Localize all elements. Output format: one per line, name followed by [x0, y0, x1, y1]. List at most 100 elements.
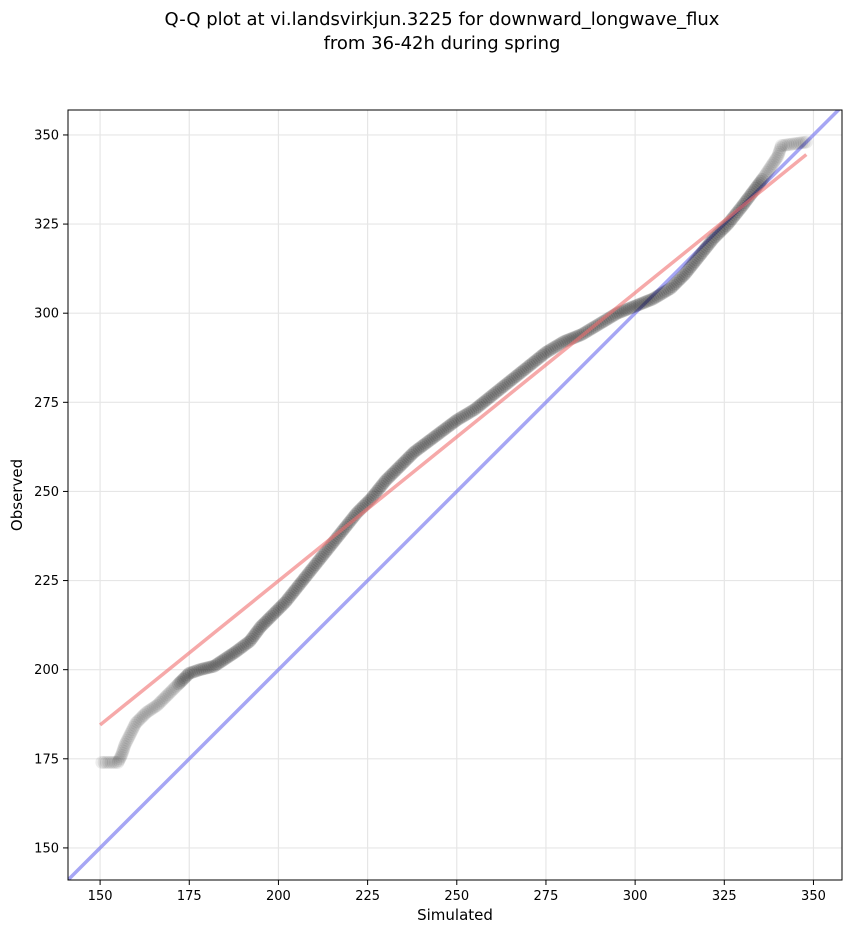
qq-point [770, 151, 784, 165]
qq-point [246, 631, 260, 645]
qq-point [437, 422, 451, 436]
fit-line [99, 153, 808, 727]
qq-point [510, 368, 524, 382]
qq-point [528, 354, 542, 368]
qq-point [232, 642, 246, 656]
qq-point [452, 412, 466, 426]
qq-point [130, 715, 144, 729]
qq-point [493, 382, 507, 396]
qq-point [705, 233, 719, 247]
qq-point [418, 437, 432, 451]
qq-point [496, 380, 510, 394]
qq-point [316, 549, 330, 563]
qq-point [109, 755, 123, 769]
qq-point [153, 695, 167, 709]
qq-point [535, 348, 549, 362]
qq-point [211, 657, 225, 671]
qq-point [774, 141, 788, 155]
x-tick-label: 225 [355, 889, 380, 904]
qq-point [448, 414, 462, 428]
qq-point [503, 374, 517, 388]
qq-point [99, 755, 113, 769]
qq-point [494, 381, 508, 395]
qq-point [115, 748, 129, 762]
qq-point [432, 427, 446, 441]
qq-point [258, 615, 272, 629]
qq-point [646, 292, 660, 306]
qq-point [553, 337, 567, 351]
qq-point [551, 338, 565, 352]
qq-point [446, 416, 460, 430]
qq-point [793, 136, 807, 150]
qq-point [411, 443, 425, 457]
qq-point [257, 617, 271, 631]
qq-point [662, 282, 676, 296]
qq-point [669, 276, 683, 290]
qq-point [534, 350, 548, 364]
qq-point [225, 647, 239, 661]
qq-point [755, 173, 769, 187]
qq-point [622, 301, 636, 315]
qq-point [251, 623, 265, 637]
qq-point [557, 335, 571, 349]
qq-point [772, 145, 786, 159]
qq-point [414, 440, 428, 454]
qq-point [383, 469, 397, 483]
qq-point [660, 284, 674, 298]
qq-point [760, 165, 774, 179]
y-tick-label: 200 [34, 663, 59, 678]
qq-point [482, 391, 496, 405]
qq-point [434, 425, 448, 439]
qq-point [370, 484, 384, 498]
chart-title-line-1: Q-Q plot at vi.landsvirkjun.3225 for dow… [165, 9, 720, 30]
qq-point [757, 171, 771, 185]
qq-point [156, 692, 170, 706]
qq-point [477, 395, 491, 409]
qq-point [795, 136, 809, 150]
qq-point [549, 339, 563, 353]
qq-point [767, 155, 781, 169]
qq-point [385, 467, 399, 481]
qq-point [664, 281, 678, 295]
qq-point [127, 720, 141, 734]
qq-point [799, 135, 813, 149]
qq-point [148, 700, 162, 714]
qq-point [132, 713, 146, 727]
qq-point [306, 561, 320, 575]
qq-point [458, 408, 472, 422]
qq-point [230, 644, 244, 658]
qq-point [781, 138, 795, 152]
qq-point [636, 296, 650, 310]
qq-point [728, 208, 742, 222]
qq-point [390, 463, 404, 477]
y-tick-label: 275 [34, 396, 59, 411]
qq-point [500, 377, 514, 391]
qq-point [104, 755, 118, 769]
qq-point [507, 371, 521, 385]
qq-point [708, 230, 722, 244]
qq-point [201, 661, 215, 675]
qq-point [167, 682, 181, 696]
qq-point [275, 598, 289, 612]
x-tick-label: 200 [266, 889, 291, 904]
qq-point [466, 404, 480, 418]
qq-point [158, 691, 172, 705]
qq-point [377, 476, 391, 490]
qq-point [173, 675, 187, 689]
qq-point [120, 733, 134, 747]
qq-point [667, 278, 681, 292]
qq-point [526, 355, 540, 369]
qq-point [290, 581, 304, 595]
qq-point [650, 290, 664, 304]
qq-point [129, 716, 143, 730]
qq-point [761, 164, 775, 178]
qq-point [652, 288, 666, 302]
qq-point [116, 744, 130, 758]
qq-point [444, 417, 458, 431]
qq-point [670, 275, 684, 289]
qq-point [181, 668, 195, 682]
qq-point [117, 740, 131, 754]
qq-point [491, 384, 505, 398]
qq-point [628, 299, 642, 313]
